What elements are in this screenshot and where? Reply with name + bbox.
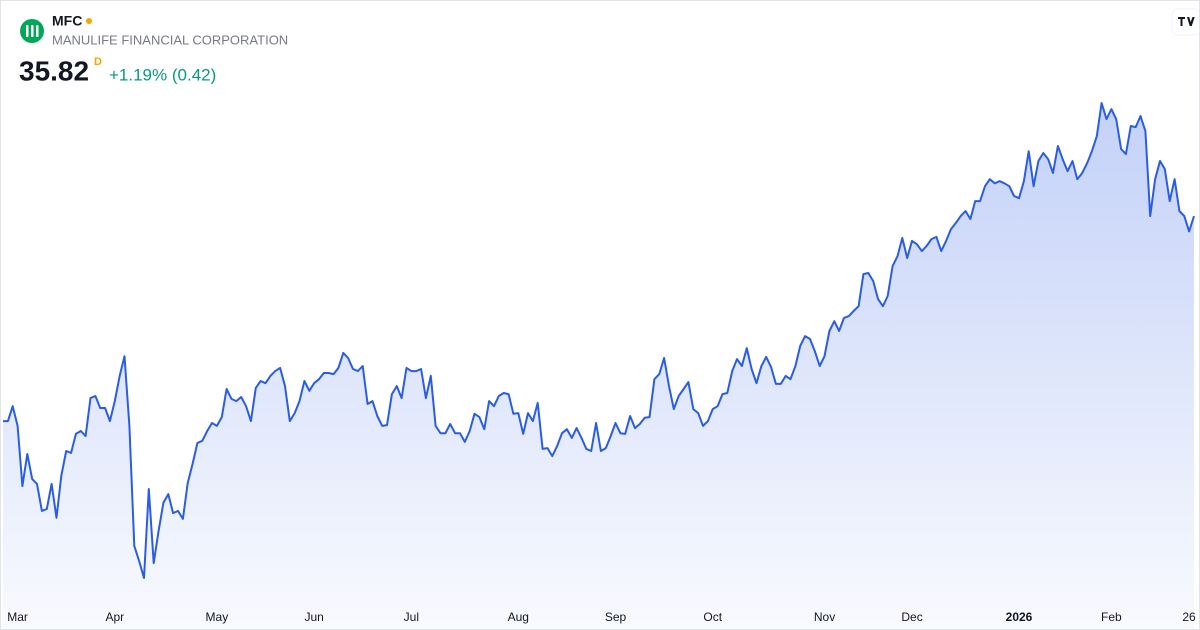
x-tick-label: Nov [814,610,835,624]
change: +1.19% (0.42) [109,65,216,84]
price: 35.82 [19,55,89,86]
plot-area [3,102,1195,629]
x-tick-label: May [206,610,229,624]
x-tick-label: Apr [105,610,124,624]
x-tick-label: Feb [1101,610,1122,624]
status-dot [86,18,92,24]
x-tick-label: Jul [404,610,419,624]
x-tick-label: Aug [508,610,529,624]
x-tick-label: Dec [901,610,922,624]
logo [20,19,44,43]
x-tick-label: 26 [1182,610,1196,624]
x-tick-label: Oct [703,610,722,624]
x-tick-label: 2026 [1006,610,1033,624]
company-name: MANULIFE FINANCIAL CORPORATION [52,32,288,47]
area [3,103,1194,629]
interval: D [94,56,102,68]
x-tick-label: Sep [605,610,627,624]
brand-logo[interactable] [1171,8,1199,36]
symbol: MFC [52,13,82,29]
x-tick-label: Jun [304,610,323,624]
x-tick-label: Mar [7,610,28,624]
price-line [3,102,1195,579]
